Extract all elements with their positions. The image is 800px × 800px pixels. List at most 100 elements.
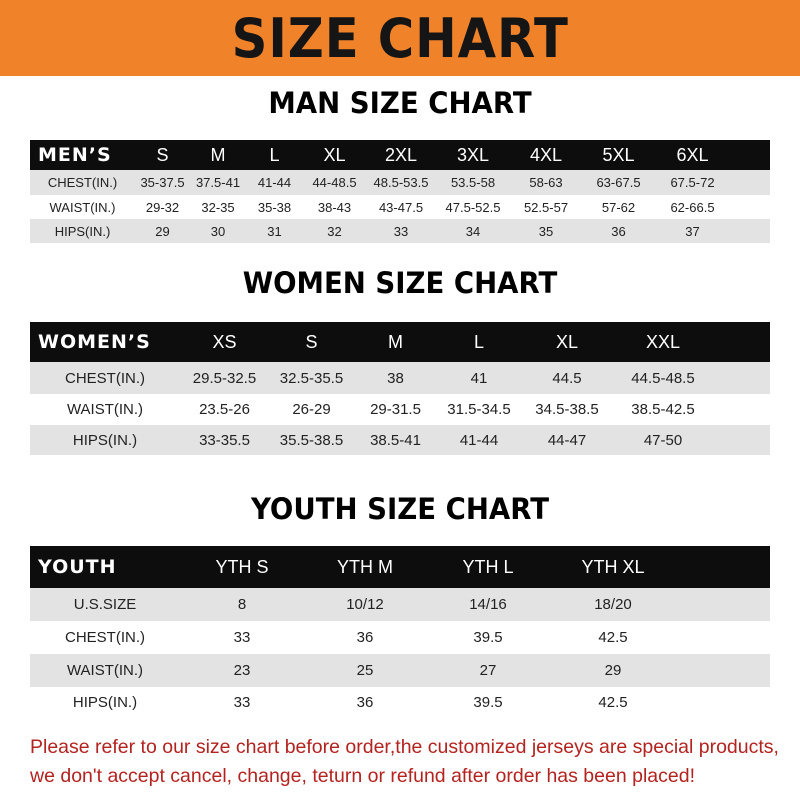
table-cell: 41 bbox=[437, 362, 521, 394]
table-cell: 35-38 bbox=[257, 199, 292, 215]
women-header-row: WOMEN’S XS S M L XL XXL bbox=[30, 322, 770, 362]
table-cell: 36 bbox=[582, 219, 655, 243]
header-filler bbox=[713, 322, 770, 362]
size-header: 3XL bbox=[436, 140, 510, 170]
cell-filler bbox=[713, 394, 770, 425]
size-header: L bbox=[437, 322, 521, 362]
table-cell: 33 bbox=[366, 219, 436, 243]
table-cell: 29 bbox=[550, 654, 676, 687]
table-cell: 41-44 bbox=[246, 170, 303, 195]
table-cell: 25 bbox=[304, 654, 426, 687]
row-label: U.S.SIZE bbox=[30, 588, 180, 621]
women-header-label: WOMEN’S bbox=[30, 322, 180, 362]
size-header: XXL bbox=[613, 322, 713, 362]
table-cell: 32.5-35.5 bbox=[269, 362, 354, 394]
table-cell: 42.5 bbox=[598, 629, 628, 646]
men-header-row: MEN’S S M L XL 2XL 3XL 4XL 5XL 6XL bbox=[30, 140, 770, 170]
row-label: HIPS(IN.) bbox=[30, 425, 180, 455]
table-row: HIPS(IN.) 33-35.5 35.5-38.5 38.5-41 41-44 44-… bbox=[30, 425, 770, 455]
row-label: CHEST(IN.) bbox=[30, 362, 180, 394]
size-header: M bbox=[190, 140, 246, 170]
table-cell: 36 bbox=[356, 629, 374, 646]
header-filler bbox=[730, 140, 770, 170]
size-header: 5XL bbox=[582, 140, 655, 170]
table-row: CHEST(IN.) 35-37.5 37.5-41 41-44 44-48.5 48.5… bbox=[30, 170, 770, 195]
cell-filler bbox=[676, 654, 770, 687]
table-row: WAIST(IN.) 29-32 32-35 35-38 38-43 43-47.5 47.… bbox=[30, 195, 770, 219]
table-cell: 44-47 bbox=[521, 425, 613, 455]
table-cell: 67.5-72 bbox=[655, 170, 730, 195]
table-cell: 38 bbox=[354, 362, 437, 394]
table-cell: 14/16 bbox=[426, 588, 550, 621]
table-cell: 48.5-53.5 bbox=[366, 170, 436, 195]
women-size-table: WOMEN’S XS S M L XL XXL CHEST(IN.) 29.5-32.5 32.5… bbox=[30, 322, 770, 455]
table-cell: 29 bbox=[135, 219, 190, 243]
size-header: XL bbox=[303, 140, 366, 170]
header-filler bbox=[676, 546, 770, 588]
table-cell: 58-63 bbox=[510, 170, 582, 195]
table-cell: 35.5-38.5 bbox=[269, 425, 354, 455]
table-cell: 35-37.5 bbox=[135, 170, 190, 195]
table-cell: 37.5-41 bbox=[190, 170, 246, 195]
men-header-label: MEN’S bbox=[30, 140, 135, 170]
table-row: HIPS(IN.) 29 30 31 32 33 34 35 36 37 bbox=[30, 219, 770, 243]
table-cell: 32-35 bbox=[201, 199, 235, 215]
row-label: HIPS(IN.) bbox=[72, 694, 138, 711]
table-cell: 41-44 bbox=[437, 425, 521, 455]
cell-filler bbox=[676, 621, 770, 654]
men-section-title: MAN SIZE CHART bbox=[268, 86, 532, 120]
size-header: YTH M bbox=[304, 546, 426, 588]
table-cell: 36 bbox=[356, 694, 374, 711]
table-cell: 38-43 bbox=[317, 199, 352, 215]
size-header: M bbox=[354, 322, 437, 362]
men-size-table: MEN’S S M L XL 2XL 3XL 4XL 5XL 6XL CHEST(IN.) 35-37… bbox=[30, 140, 770, 243]
size-header: YTH XL bbox=[550, 546, 676, 588]
size-header: S bbox=[135, 140, 190, 170]
table-cell: 44.5-48.5 bbox=[613, 362, 713, 394]
table-row: HIPS(IN.) 33 36 39.5 42.5 bbox=[30, 687, 770, 718]
size-chart-banner: SIZE CHART bbox=[0, 0, 800, 76]
table-cell: 30 bbox=[190, 219, 246, 243]
size-header: 4XL bbox=[510, 140, 582, 170]
table-cell: 63-67.5 bbox=[582, 170, 655, 195]
cell-filler bbox=[730, 219, 770, 243]
row-label: WAIST(IN.) bbox=[30, 654, 180, 687]
table-cell: 10/12 bbox=[304, 588, 426, 621]
table-cell: 18/20 bbox=[550, 588, 676, 621]
order-notice-line-1: Please refer to our size chart before or… bbox=[30, 736, 779, 758]
youth-size-table: YOUTH YTH S YTH M YTH L YTH XL U.S.SIZE 8 10/12… bbox=[30, 546, 770, 718]
table-cell: 39.5 bbox=[473, 694, 503, 711]
size-header: L bbox=[246, 140, 303, 170]
table-cell: 44-48.5 bbox=[303, 170, 366, 195]
table-row: CHEST(IN.) 29.5-32.5 32.5-35.5 38 41 44.5 44.5… bbox=[30, 362, 770, 394]
size-header: XS bbox=[180, 322, 269, 362]
table-cell: 42.5 bbox=[598, 694, 628, 711]
cell-filler bbox=[730, 195, 770, 219]
table-cell: 38.5-42.5 bbox=[631, 401, 695, 418]
table-cell: 34 bbox=[436, 219, 510, 243]
table-cell: 32 bbox=[303, 219, 366, 243]
table-row: CHEST(IN.) 33 36 39.5 42.5 bbox=[30, 621, 770, 654]
cell-filler bbox=[713, 425, 770, 455]
cell-filler bbox=[676, 588, 770, 621]
size-header: S bbox=[269, 322, 354, 362]
size-header: YTH L bbox=[426, 546, 550, 588]
banner-title: SIZE CHART bbox=[231, 6, 569, 70]
table-cell: 33 bbox=[233, 629, 251, 646]
table-cell: 62-66.5 bbox=[670, 199, 715, 215]
table-cell: 43-47.5 bbox=[378, 199, 424, 215]
row-label: CHEST(IN.) bbox=[65, 629, 145, 646]
table-cell: 33 bbox=[233, 694, 251, 711]
row-label: HIPS(IN.) bbox=[30, 219, 135, 243]
table-cell: 29-32 bbox=[145, 199, 180, 215]
cell-filler bbox=[676, 687, 770, 718]
table-cell: 29-31.5 bbox=[370, 401, 421, 418]
youth-section-title: YOUTH SIZE CHART bbox=[250, 492, 550, 526]
table-cell: 31.5-34.5 bbox=[447, 401, 511, 418]
row-label: WAIST(IN.) bbox=[49, 199, 116, 215]
table-cell: 31 bbox=[246, 219, 303, 243]
size-header: 6XL bbox=[655, 140, 730, 170]
size-header: XL bbox=[521, 322, 613, 362]
table-cell: 27 bbox=[426, 654, 550, 687]
row-label: CHEST(IN.) bbox=[30, 170, 135, 195]
